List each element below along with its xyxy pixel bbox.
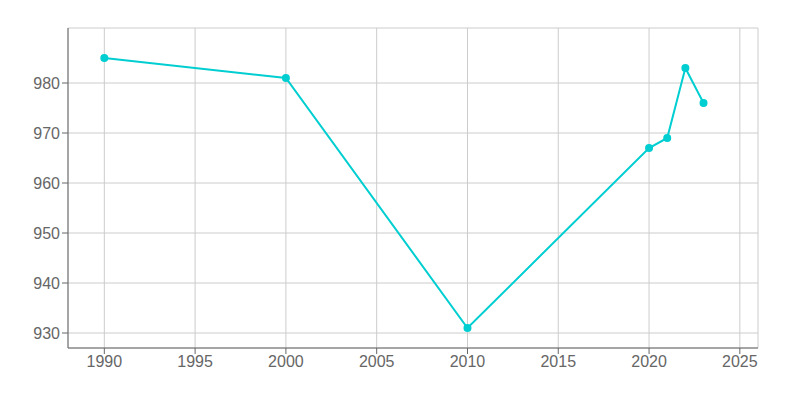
svg-text:2000: 2000	[268, 353, 304, 370]
svg-text:940: 940	[33, 275, 60, 292]
svg-text:970: 970	[33, 125, 60, 142]
svg-text:1990: 1990	[87, 353, 123, 370]
svg-text:2020: 2020	[631, 353, 667, 370]
svg-text:980: 980	[33, 75, 60, 92]
svg-text:2015: 2015	[540, 353, 576, 370]
svg-text:1995: 1995	[177, 353, 213, 370]
svg-text:2010: 2010	[450, 353, 486, 370]
svg-text:2005: 2005	[359, 353, 395, 370]
svg-text:2025: 2025	[722, 353, 758, 370]
svg-text:950: 950	[33, 225, 60, 242]
svg-text:930: 930	[33, 325, 60, 342]
svg-text:960: 960	[33, 175, 60, 192]
